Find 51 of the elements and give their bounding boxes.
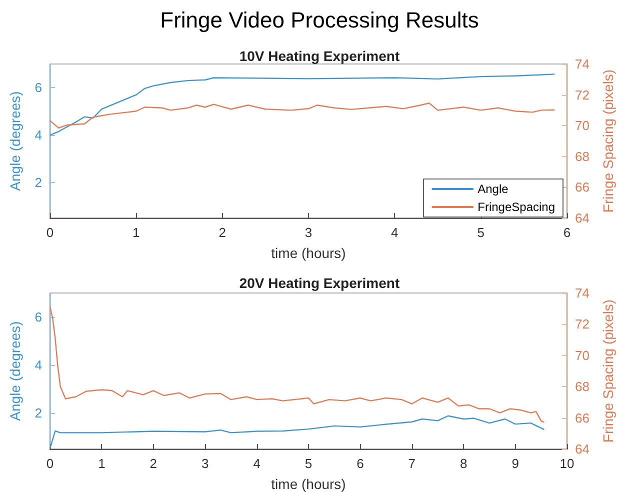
y2-tick-label: 68 — [575, 148, 590, 164]
y-tick-label: 4 — [34, 128, 42, 143]
y-tick-label: 6 — [34, 80, 42, 96]
legend-label: FringeSpacing — [478, 200, 556, 214]
y2-axis-title: Fringe Spacing (pixels) — [600, 69, 616, 213]
x-tick-label: 2 — [150, 456, 158, 471]
x-tick-label: 6 — [356, 456, 364, 471]
x-tick-label: 7 — [408, 456, 416, 471]
x-tick-label: 5 — [477, 225, 484, 240]
x-axis-title: time (hours) — [271, 476, 346, 492]
x-tick-label: 0 — [46, 456, 54, 471]
y2-tick-label: 64 — [575, 442, 590, 456]
chart-subtitle: 10V Heating Experiment — [239, 48, 400, 64]
x-tick-label: 1 — [98, 456, 106, 471]
y2-tick-label: 64 — [575, 210, 590, 226]
x-axis-title: time (hours) — [271, 245, 346, 261]
y2-tick-label: 74 — [575, 56, 590, 72]
y-tick-label: 2 — [34, 406, 42, 420]
y-tick-label: 4 — [34, 358, 42, 372]
y2-axis-title: Fringe Spacing (pixels) — [600, 299, 616, 443]
x-tick-label: 4 — [253, 456, 260, 471]
y2-tick-label: 70 — [575, 348, 590, 363]
line-series — [49, 306, 544, 423]
x-tick-label: 6 — [563, 225, 571, 240]
x-tick-label: 9 — [512, 456, 519, 471]
y2-tick-label: 72 — [575, 316, 590, 332]
chart-title: 20V Heating Experiment — [239, 275, 400, 291]
y2-tick-label: 66 — [575, 410, 590, 426]
x-tick-label: 1 — [132, 225, 140, 240]
x-tick-label: 0 — [46, 225, 54, 240]
x-tick-label: 3 — [304, 225, 312, 240]
x-tick-label: 2 — [218, 225, 226, 240]
line-series — [49, 102, 555, 129]
y2-tick-label: 68 — [575, 379, 590, 394]
y-axis-title: Angle (degrees) — [7, 321, 23, 421]
y-axis-title: Angle (degrees) — [7, 91, 23, 191]
y-tick-label: 6 — [34, 310, 42, 324]
x-tick-label: 5 — [304, 456, 312, 471]
y2-tick-label: 70 — [575, 118, 590, 134]
x-tick-label: 8 — [460, 456, 468, 471]
chart-title: Fringe Video Processing Results — [160, 8, 479, 32]
x-tick-label: 10 — [560, 456, 574, 471]
y2-tick-label: 72 — [575, 87, 590, 102]
line-series — [49, 415, 544, 449]
y2-tick-label: 66 — [575, 180, 590, 195]
y-tick-label: 2 — [34, 174, 42, 190]
legend-label: Angle — [478, 182, 509, 196]
y2-tick-label: 74 — [575, 286, 590, 300]
x-tick-label: 3 — [201, 456, 209, 471]
x-tick-label: 4 — [391, 225, 398, 240]
line-series — [49, 74, 555, 136]
